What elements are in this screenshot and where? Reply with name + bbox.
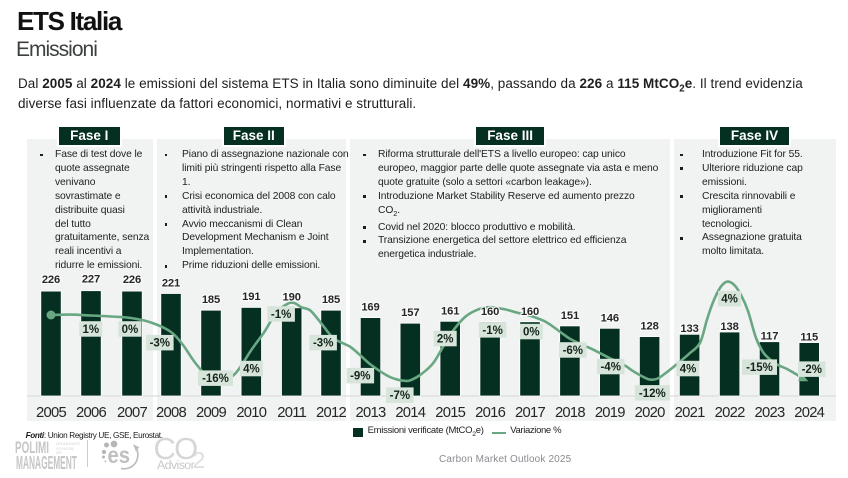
svg-text:2013: 2013 — [356, 405, 386, 421]
svg-text:185: 185 — [322, 294, 340, 306]
svg-text:133: 133 — [680, 323, 698, 335]
svg-text:2005: 2005 — [36, 405, 66, 421]
svg-text:-3%: -3% — [313, 338, 333, 350]
svg-text:2010: 2010 — [236, 405, 266, 421]
svg-text:-4%: -4% — [600, 362, 620, 374]
svg-text:-7%: -7% — [390, 390, 410, 402]
svg-text:157: 157 — [401, 307, 419, 319]
svg-text:es: es — [108, 442, 131, 469]
svg-text:160: 160 — [521, 306, 539, 318]
svg-text:161: 161 — [441, 305, 459, 317]
svg-text:-9%: -9% — [350, 371, 370, 383]
svg-text:191: 191 — [242, 291, 260, 303]
svg-text:169: 169 — [361, 302, 379, 314]
svg-text:2008: 2008 — [156, 405, 186, 421]
svg-text:4%: 4% — [680, 364, 697, 376]
svg-text:4%: 4% — [243, 364, 260, 376]
svg-text:-12%: -12% — [639, 388, 666, 400]
svg-text:2023: 2023 — [755, 405, 785, 421]
svg-text:-15%: -15% — [746, 362, 773, 374]
svg-text:2020: 2020 — [635, 405, 665, 421]
svg-text:4%: 4% — [721, 294, 738, 306]
svg-text:2012: 2012 — [316, 405, 346, 421]
svg-text:0%: 0% — [122, 324, 139, 336]
svg-text:-6%: -6% — [563, 345, 583, 357]
svg-text:2024: 2024 — [794, 405, 824, 421]
svg-text:-16%: -16% — [202, 373, 229, 385]
svg-text:2014: 2014 — [395, 405, 425, 421]
svg-text:190: 190 — [283, 292, 301, 304]
svg-text:2015: 2015 — [435, 405, 465, 421]
svg-text:2017: 2017 — [515, 405, 545, 421]
svg-text:2009: 2009 — [196, 405, 226, 421]
svg-text:115: 115 — [800, 331, 818, 343]
svg-text:2%: 2% — [437, 334, 454, 346]
svg-text:128: 128 — [640, 321, 658, 333]
svg-text:2016: 2016 — [475, 405, 505, 421]
svg-text:226: 226 — [123, 274, 141, 286]
svg-text:-1%: -1% — [482, 325, 502, 337]
svg-text:1%: 1% — [82, 324, 99, 336]
svg-text:160: 160 — [481, 306, 499, 318]
svg-text:2007: 2007 — [117, 405, 147, 421]
svg-text:-2%: -2% — [802, 364, 822, 376]
svg-text:2011: 2011 — [277, 405, 306, 421]
svg-text:221: 221 — [162, 277, 180, 289]
svg-text:-1%: -1% — [271, 309, 291, 321]
svg-text:-3%: -3% — [150, 338, 170, 350]
svg-text:0%: 0% — [523, 327, 540, 339]
svg-text:117: 117 — [761, 331, 779, 343]
svg-text:2021: 2021 — [675, 405, 705, 421]
svg-text:226: 226 — [42, 274, 60, 286]
svg-text:2018: 2018 — [555, 405, 585, 421]
svg-text:138: 138 — [720, 321, 738, 333]
svg-text:185: 185 — [202, 294, 220, 306]
svg-text:151: 151 — [561, 310, 579, 322]
svg-text:146: 146 — [601, 312, 619, 324]
svg-text:2019: 2019 — [595, 405, 625, 421]
svg-text:2006: 2006 — [76, 405, 106, 421]
svg-text:227: 227 — [82, 274, 100, 286]
svg-text:2022: 2022 — [715, 405, 745, 421]
